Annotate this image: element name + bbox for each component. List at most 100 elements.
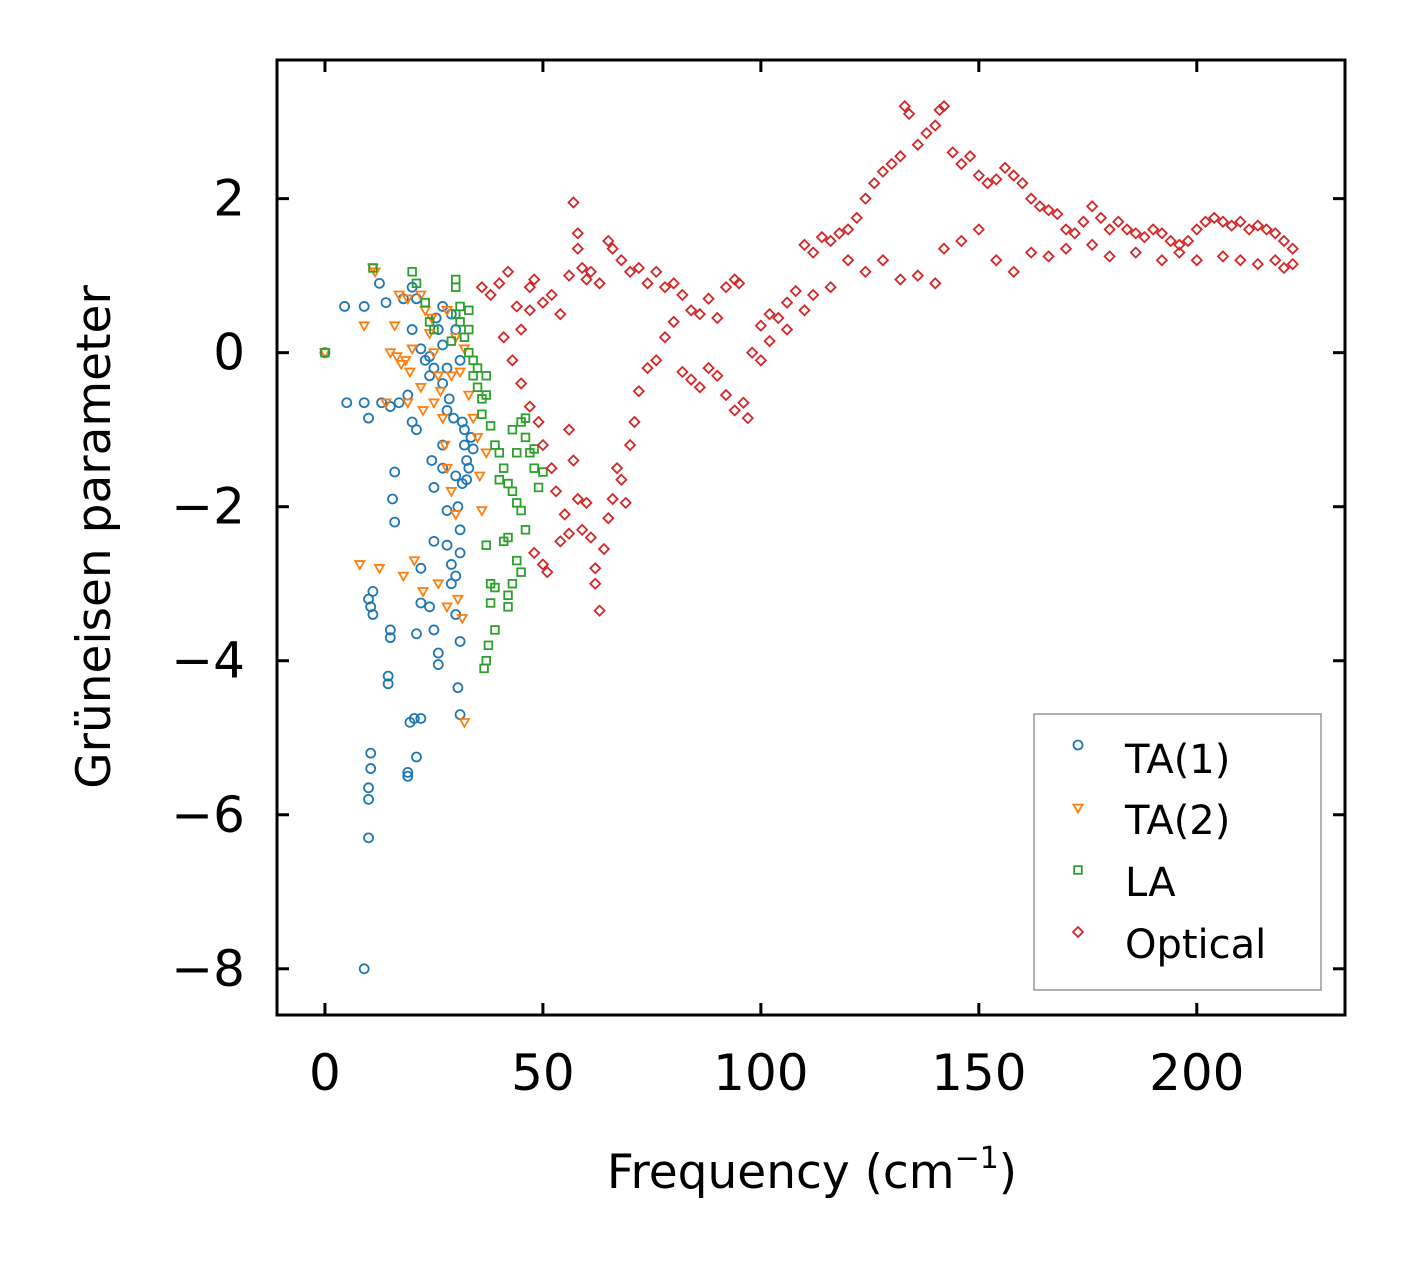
- data-point: [443, 393, 455, 405]
- data-point: [562, 269, 576, 282]
- data-point: [339, 301, 350, 312]
- data-point: [798, 304, 811, 317]
- data-point: [450, 570, 462, 582]
- data-point: [562, 423, 576, 436]
- data-point: [1033, 200, 1047, 213]
- data-point: [780, 296, 794, 309]
- data-point: [541, 565, 554, 579]
- data-point: [520, 413, 531, 423]
- data-point: [772, 311, 785, 325]
- data-point: [593, 277, 606, 290]
- data-point: [424, 370, 435, 382]
- x-tick-label: 100: [713, 1044, 808, 1102]
- data-point: [507, 486, 518, 497]
- data-point: [363, 412, 374, 424]
- x-axis-label: Frequency (cm−1): [607, 1141, 1017, 1200]
- data-point: [1155, 227, 1169, 240]
- data-point: [1216, 215, 1230, 228]
- data-point: [538, 467, 548, 477]
- data-point: [1164, 234, 1177, 248]
- series-ta-2: [318, 263, 493, 729]
- data-point: [929, 119, 942, 132]
- data-point: [367, 609, 379, 620]
- data-point: [451, 594, 464, 606]
- data-point: [459, 424, 470, 436]
- data-point: [415, 597, 427, 609]
- data-point: [507, 424, 518, 435]
- data-point: [554, 307, 567, 321]
- data-point: [780, 323, 794, 336]
- data-point: [1120, 223, 1134, 236]
- data-point: [406, 416, 418, 428]
- series-optical: [475, 99, 1299, 617]
- data-point: [414, 290, 427, 302]
- data-point: [449, 510, 462, 521]
- data-point: [1251, 219, 1265, 232]
- data-point: [702, 292, 715, 305]
- data-point: [606, 492, 619, 506]
- data-point: [641, 277, 654, 290]
- data-point: [1269, 254, 1282, 267]
- data-point: [384, 624, 396, 636]
- data-point: [650, 265, 663, 279]
- data-point: [467, 443, 479, 455]
- data-point: [367, 586, 379, 597]
- data-point: [571, 227, 585, 240]
- data-point: [841, 254, 855, 267]
- data-point: [454, 524, 466, 536]
- data-point: [401, 398, 414, 410]
- data-point: [463, 462, 475, 474]
- data-point: [481, 371, 491, 381]
- data-point: [536, 558, 550, 571]
- data-point: [1225, 219, 1238, 232]
- data-point: [584, 265, 598, 279]
- data-point: [461, 474, 473, 486]
- data-point: [402, 770, 414, 782]
- data-point: [588, 577, 602, 590]
- legend-marker: [1073, 865, 1083, 875]
- data-point: [432, 659, 444, 670]
- data-point: [693, 307, 707, 321]
- data-point: [503, 532, 513, 543]
- data-point: [990, 173, 1003, 186]
- data-point: [1103, 223, 1116, 236]
- legend-box: [1033, 713, 1322, 991]
- data-point: [998, 161, 1012, 175]
- data-point: [389, 516, 401, 528]
- data-point: [446, 336, 457, 346]
- data-point: [501, 265, 515, 279]
- data-point: [911, 269, 925, 282]
- data-point: [365, 747, 377, 759]
- axis-ticks: [277, 60, 1345, 1015]
- data-point: [434, 386, 447, 398]
- data-point: [363, 832, 374, 844]
- data-point: [1042, 250, 1055, 263]
- data-point: [411, 751, 422, 763]
- data-point: [420, 297, 430, 308]
- data-point: [711, 369, 724, 382]
- data-point: [320, 347, 330, 358]
- data-point: [1190, 254, 1204, 267]
- data-point: [1103, 250, 1116, 263]
- data-point: [472, 382, 483, 393]
- data-point: [763, 307, 776, 321]
- data-point: [824, 234, 837, 248]
- data-point: [711, 311, 724, 325]
- data-point: [503, 602, 513, 612]
- data-point: [358, 963, 370, 975]
- data-point: [365, 763, 377, 774]
- data-point: [946, 146, 959, 159]
- data-point: [1234, 254, 1247, 267]
- data-point: [806, 288, 820, 302]
- data-point: [520, 525, 531, 535]
- legend-label-optical: Optical: [1125, 922, 1266, 968]
- data-point: [732, 277, 746, 290]
- data-point: [506, 354, 519, 367]
- data-point: [1190, 223, 1204, 236]
- data-point: [445, 487, 458, 498]
- data-point: [606, 242, 619, 255]
- data-point: [498, 463, 509, 473]
- data-point: [471, 433, 484, 444]
- x-tick-label: 0: [309, 1044, 341, 1102]
- data-point: [619, 496, 632, 510]
